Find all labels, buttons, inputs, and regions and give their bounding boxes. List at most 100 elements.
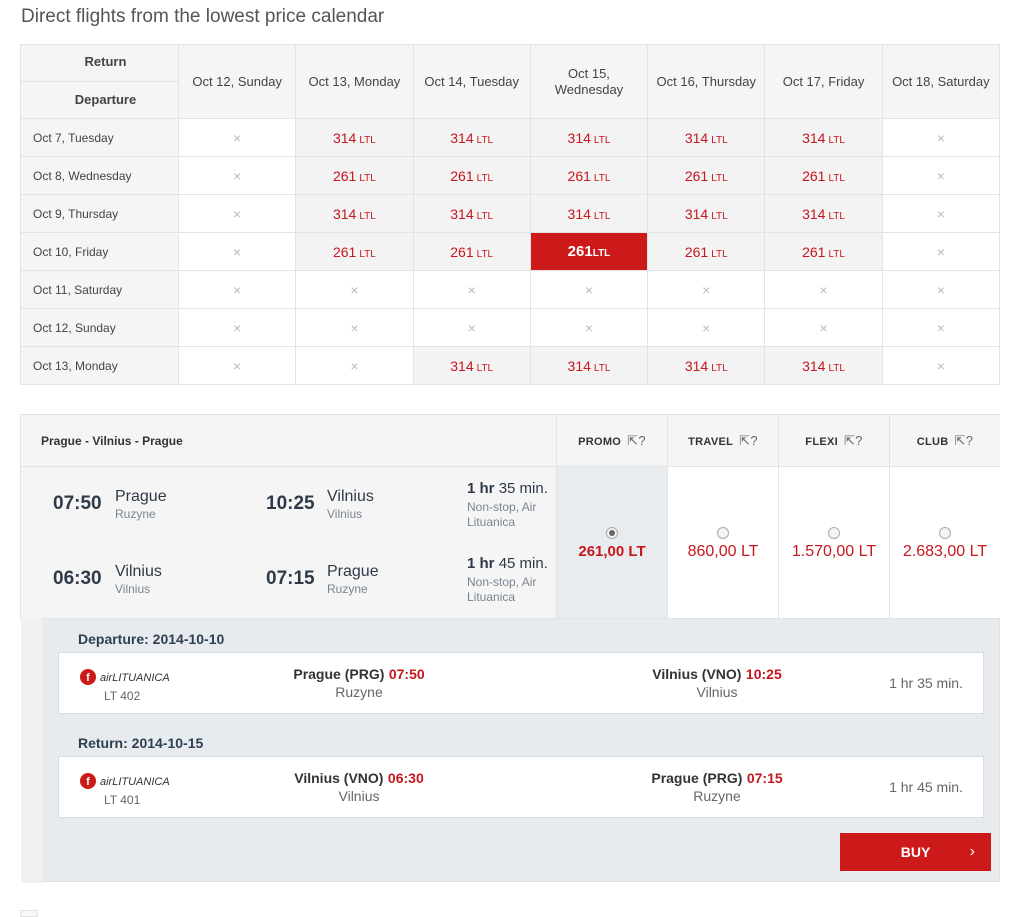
price-cell[interactable]: 261 LTL [764,156,883,195]
calendar-row: Oct 11, Saturday × × × × × × × [20,270,1001,309]
cursor-help-icon[interactable]: ⇱? [739,433,758,448]
calendar-row: Oct 9, Thursday × 314 LTL 314 LTL 314 LTL 314 LTL… [20,194,1001,233]
origin-name: Vilnius (VNO) [294,770,384,786]
price-cell[interactable]: 314 LTL [412,118,531,157]
price-currency: LTL [592,248,611,259]
fare-class-promo[interactable]: PROMO ⇱? 261,00 LT [556,415,667,619]
unavailable-icon: × [233,129,242,146]
price-cell[interactable]: 261 LTL [647,232,766,271]
leg-departure-time: 06:30 [53,568,102,589]
fare-radio[interactable] [717,527,729,539]
unavailable-cell: × [764,308,883,347]
destination-name: Vilnius (VNO) [652,666,742,682]
calendar-row: Oct 12, Sunday × × × × × × × [20,308,1001,347]
unavailable-cell: × [295,270,414,309]
fare-radio[interactable] [828,527,840,539]
return-date-header: Oct 14, Tuesday [412,44,531,119]
fare-radio[interactable] [606,527,618,539]
flight-details: Departure: 2014-10-10 f airLITUANICA LT … [21,618,1000,883]
price-cell[interactable]: 314 LTL [295,118,414,157]
price-cell[interactable]: 314 LTL [412,194,531,233]
calendar-corner: Return Departure [20,44,179,119]
destination-name: Prague (PRG) [651,770,743,786]
fare-price: 2.683,00 LT [902,543,988,560]
price-cell[interactable]: 261 LTL [295,156,414,195]
airline-logo: f airLITUANICA [79,771,179,791]
destination-city: Ruzyne [693,788,741,804]
origin-city: Ruzyne [335,684,383,700]
unavailable-icon: × [936,167,945,184]
price-currency: LTL [359,172,376,184]
departure-date-label: Oct 13, Monday [20,346,179,385]
unavailable-cell: × [881,232,1001,271]
segment-origin: Vilnius (VNO) 06:30 Vilnius [259,770,459,804]
price-currency: LTL [828,248,845,260]
unavailable-cell: × [177,270,297,309]
price-cell[interactable]: 261 LTL [647,156,766,195]
leg-arrival-time: 10:25 [266,493,315,514]
segment-duration: 1 hr 35 min. [889,675,963,691]
unavailable-icon: × [233,319,242,336]
origin-time: 07:50 [388,666,425,682]
price-currency: LTL [359,134,376,146]
unavailable-cell: × [412,308,531,347]
return-date-header: Oct 17, Friday [764,44,883,119]
departure-date-label: Oct 12, Sunday [20,308,179,347]
segment-destination: Vilnius (VNO) 10:25 Vilnius [617,666,817,700]
price-calendar: Return Departure Oct 12, Sunday Oct 13, … [20,44,1001,385]
calendar-body: Oct 7, Tuesday × 314 LTL 314 LTL 314 LTL 314 LTL 3… [20,118,1001,385]
unavailable-icon: × [702,281,711,298]
price-cell[interactable]: 314 LTL [647,118,766,157]
price-value: 261 [567,243,593,260]
price-cell[interactable]: 314 LTL [647,346,766,385]
unavailable-icon: × [233,281,242,298]
unavailable-cell: × [764,270,883,309]
cursor-help-icon[interactable]: ⇱? [954,433,974,448]
unavailable-cell: × [881,118,1001,157]
cursor-help-icon[interactable]: ⇱? [627,433,646,448]
leg-arrival-time: 07:15 [266,568,315,589]
leg-duration: 1 hr 35 min. [467,480,548,497]
fare-class-flexi[interactable]: FLEXI ⇱? 1.570,00 LT [778,415,889,619]
price-cell[interactable]: 261 LTL [412,156,531,195]
origin-time: 06:30 [387,770,424,786]
price-cell[interactable]: 314 LTL [647,194,766,233]
price-cell[interactable]: 314 LTL [529,118,649,157]
fare-class-club[interactable]: CLUB ⇱? 2.683,00 LT [889,415,1000,619]
price-cell[interactable]: 314 LTL [764,118,883,157]
airline-name: airLITUANICA [100,672,170,684]
unavailable-cell: × [177,308,297,347]
return-segment: f airLITUANICA LT 401 Vilnius (VNO) 06:3… [58,756,984,818]
fare-price: 860,00 LT [687,543,759,560]
fare-radio[interactable] [939,527,951,539]
unavailable-cell: × [177,232,297,271]
price-cell[interactable]: 314 LTL [764,194,883,233]
price-value: 314 [684,357,709,374]
price-value: 261 [450,243,474,260]
unavailable-cell: × [881,194,1001,233]
selected-price-cell[interactable]: 261LTL [529,232,649,271]
leg-info: Non-stop, Air Lituanica [467,575,537,604]
price-currency: LTL [711,248,728,260]
price-cell[interactable]: 261 LTL [295,232,414,271]
leg-departure-airport: Ruzyne [115,507,156,521]
buy-button[interactable]: BUY › [840,833,991,871]
cursor-help-icon[interactable]: ⇱? [843,433,863,448]
price-cell[interactable]: 314 LTL [295,194,414,233]
departure-date-label: Oct 7, Tuesday [20,118,179,157]
price-value: 314 [684,205,709,222]
price-cell[interactable]: 314 LTL [529,194,649,233]
price-cell[interactable]: 261 LTL [529,156,649,195]
return-date-header: Oct 18, Saturday [881,44,1001,119]
price-cell[interactable]: 314 LTL [529,346,649,385]
price-cell[interactable]: 314 LTL [412,346,531,385]
price-cell[interactable]: 314 LTL [764,346,883,385]
price-currency: LTL [359,210,376,222]
unavailable-cell: × [881,156,1001,195]
unavailable-cell: × [881,308,1001,347]
price-cell[interactable]: 261 LTL [412,232,531,271]
fare-class-travel[interactable]: TRAVEL ⇱? 860,00 LT [667,415,778,619]
price-value: 314 [332,129,357,146]
price-currency: LTL [476,362,494,374]
price-cell[interactable]: 261 LTL [764,232,883,271]
